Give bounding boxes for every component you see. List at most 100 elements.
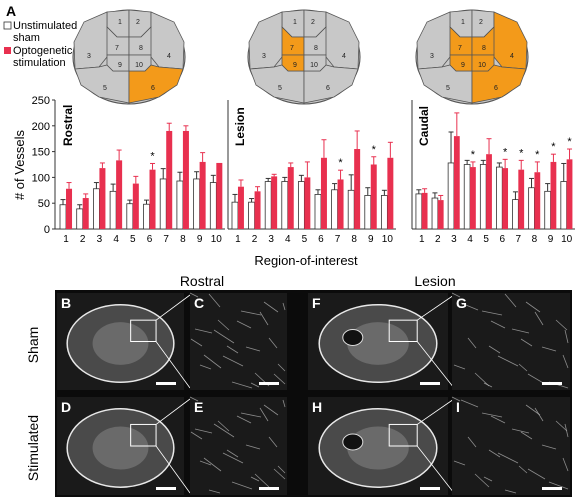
scale-bar: [156, 382, 176, 385]
region-10: [471, 54, 495, 72]
x-tick-label: 1: [419, 234, 425, 245]
region-9: [449, 54, 473, 72]
bar-unstimulated: [364, 195, 372, 230]
vessel-trace: [190, 431, 203, 440]
vessel-trace: [245, 444, 261, 450]
vessel-trace: [490, 320, 506, 329]
bar-optogenetic: [534, 172, 541, 229]
schematic-3: 1 2 3 4 5 6 7 8 9 10: [415, 9, 529, 105]
bar-unstimulated: [126, 203, 134, 230]
bar-optogenetic: [287, 167, 294, 229]
vessel-trace: [504, 489, 517, 494]
vessel-trace: [254, 473, 270, 488]
bar-optogenetic: [166, 130, 173, 229]
bar-unstimulated: [143, 203, 150, 230]
region-label-7: 7: [115, 45, 119, 52]
bar-optogenetic: [437, 200, 444, 229]
bar-optogenetic: [199, 161, 206, 229]
legend-label-unstimulated-2: sham: [13, 32, 40, 44]
spinal-cord-schematics: 1 2 3 4 5 6 7 8 9 10 1 2 3 4 5 6 7 8 9 10 1 2 3 4 5 6 7 8 9 10: [72, 9, 529, 105]
vessel-trace: [250, 382, 260, 388]
vessel-trace: [236, 415, 252, 424]
region-label-5: 5: [446, 85, 450, 92]
bar-unstimulated: [76, 208, 84, 230]
region-label-10: 10: [135, 62, 143, 69]
gray-matter: [92, 322, 149, 365]
bar-unstimulated: [331, 189, 338, 230]
bar-optogenetic: [149, 169, 156, 229]
x-tick-label: 3: [268, 234, 274, 245]
micrograph-panel-d: D: [57, 397, 191, 495]
lesion-cavity: [342, 433, 364, 451]
bar-optogenetic: [486, 154, 492, 229]
bar-optogenetic: [518, 169, 525, 229]
panel-letter: F: [312, 295, 321, 311]
region-label-4: 4: [167, 53, 171, 60]
vessel-trace: [199, 364, 212, 370]
panel-letter: E: [194, 399, 203, 415]
y-axis-label: # of Vessels: [12, 129, 27, 200]
x-tick-label: 9: [548, 234, 554, 245]
bar-unstimulated: [380, 195, 388, 230]
region-label-1: 1: [293, 19, 297, 26]
zoom-line: [416, 445, 455, 494]
y-tick-label: 200: [32, 121, 50, 133]
region-label-8: 8: [314, 45, 318, 52]
vessel-trace: [541, 444, 557, 450]
legend-swatch-optogenetic: [4, 47, 11, 54]
region-label-10: 10: [310, 62, 318, 69]
bar-unstimulated: [248, 201, 255, 230]
region-label-3: 3: [87, 53, 91, 60]
chart-panel-rostral: Rostral 1 2 3 4 5 * 6 7 8 9 10: [55, 105, 225, 245]
zoom-line: [155, 341, 191, 389]
x-tick-label: 2: [80, 234, 86, 245]
panel-letter: D: [61, 399, 71, 415]
bar-unstimulated: [281, 181, 289, 230]
schematic-2: 1 2 3 4 5 6 7 8 9 10: [247, 9, 361, 105]
region-label-8: 8: [482, 45, 486, 52]
vessel-trace: [189, 292, 199, 298]
vessel-trace: [541, 346, 557, 352]
zoom-line: [155, 445, 191, 494]
significance-star: *: [338, 157, 343, 169]
panel-title: Caudal: [417, 106, 431, 146]
vessel-trace: [518, 465, 528, 474]
vessel-trace: [189, 396, 199, 402]
x-tick-label: 6: [499, 234, 505, 245]
vessel-trace: [518, 363, 528, 372]
y-tick-label: 0: [44, 224, 50, 236]
region-label-6: 6: [326, 85, 330, 92]
bar-unstimulated: [512, 199, 519, 230]
micrograph-panel-f: F: [308, 293, 455, 390]
vessel-trace: [497, 355, 519, 367]
bar-unstimulated: [415, 193, 423, 230]
zoom-box: [130, 423, 157, 447]
region-label-4: 4: [510, 53, 514, 60]
bar-optogenetic: [99, 168, 106, 229]
panel-letter: G: [456, 295, 467, 311]
y-tick-label: 150: [32, 147, 50, 159]
legend-label-optogenetic-2: stimulation: [13, 57, 66, 69]
micrograph-panel-e: E: [189, 396, 287, 495]
vessel-trace: [217, 420, 230, 432]
x-tick-label: 7: [163, 234, 169, 245]
x-tick-label: 2: [252, 234, 258, 245]
x-tick-label: 4: [467, 234, 473, 245]
significance-star: *: [567, 136, 572, 148]
legend-label-optogenetic-1: Optogenetic: [13, 45, 73, 57]
panel-letter: C: [194, 295, 204, 311]
vessel-trace: [460, 399, 479, 408]
vessel-trace: [488, 449, 501, 458]
region-label-7: 7: [458, 45, 462, 52]
region-label-9: 9: [293, 62, 297, 69]
zoom-line: [416, 341, 455, 389]
column-title-lesion: Lesion: [414, 273, 455, 289]
bar-unstimulated: [314, 194, 322, 230]
bar-optogenetic: [320, 157, 327, 229]
zoom-line: [155, 294, 191, 321]
vessel-trace: [203, 354, 222, 369]
vessel-trace: [548, 481, 569, 490]
gray-matter: [347, 426, 409, 470]
x-tick-label: 9: [197, 234, 203, 245]
